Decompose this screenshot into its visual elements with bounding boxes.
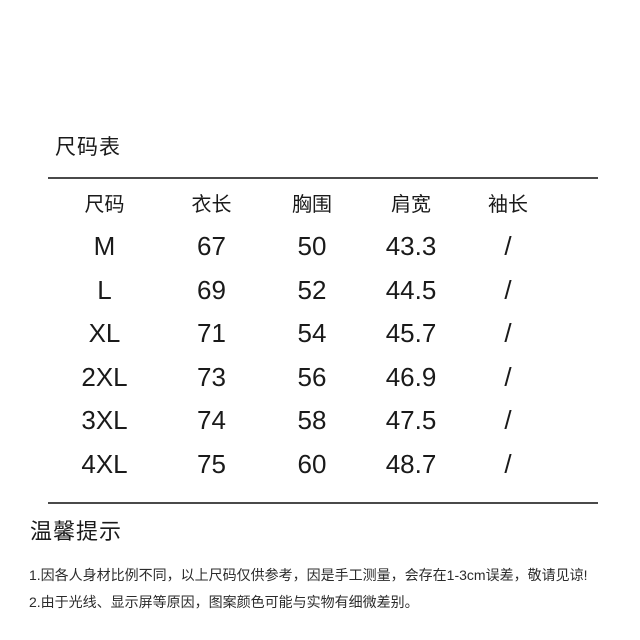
tips-title: 温馨提示 xyxy=(30,519,123,544)
chest-cell: 54 xyxy=(297,318,327,349)
header-cell-size: 尺码 xyxy=(84,193,125,216)
length-cell: 73 xyxy=(197,361,226,392)
chest-cell: 52 xyxy=(297,274,327,305)
header-cell-sleeve: 袖长 xyxy=(488,193,528,216)
header-cell-shoulder: 肩宽 xyxy=(391,193,431,216)
length-cell: 74 xyxy=(197,405,226,436)
table-row: XL 71 54 45.7 / xyxy=(48,312,598,356)
note-line: 1.因各人身材比例不同，以上尺码仅供参考，因是手工测量，会存在1-3cm误差，敬… xyxy=(29,567,588,583)
header-cell-length: 衣长 xyxy=(191,193,232,216)
shoulder-cell: 44.5 xyxy=(385,274,437,305)
table-row: 4XL 75 60 48.7 / xyxy=(48,443,598,487)
table-row: L 69 52 44.5 / xyxy=(48,269,598,313)
sleeve-cell: / xyxy=(504,405,512,436)
size-cell: L xyxy=(97,274,112,305)
length-cell: 75 xyxy=(197,448,226,479)
sleeve-cell: / xyxy=(504,274,512,305)
chest-cell: 56 xyxy=(297,361,327,392)
size-table: 尺码 衣长 胸围 肩宽 袖长 M 67 50 43.3 / L 69 52 44… xyxy=(48,177,598,504)
size-cell: XL xyxy=(88,318,121,349)
length-cell: 67 xyxy=(197,231,226,262)
table-row: 3XL 74 58 47.5 / xyxy=(48,399,598,443)
shoulder-cell: 46.9 xyxy=(385,361,437,392)
chest-cell: 60 xyxy=(297,448,327,479)
note-line: 2.由于光线、显示屏等原因，图案颜色可能与实物有细微差别。 xyxy=(29,594,419,610)
shoulder-cell: 43.3 xyxy=(385,231,437,262)
sleeve-cell: / xyxy=(504,448,512,479)
sleeve-cell: / xyxy=(504,361,512,392)
size-cell: M xyxy=(93,231,116,262)
page-title: 尺码表 xyxy=(55,136,121,159)
table-row: M 67 50 43.3 / xyxy=(48,225,598,269)
size-cell: 2XL xyxy=(81,361,128,392)
shoulder-cell: 48.7 xyxy=(385,448,437,479)
chest-cell: 50 xyxy=(297,231,327,262)
chest-cell: 58 xyxy=(297,405,327,436)
shoulder-cell: 45.7 xyxy=(385,318,437,349)
tips-notes: 1.因各人身材比例不同，以上尺码仅供参考，因是手工测量，会存在1-3cm误差，敬… xyxy=(29,562,629,616)
size-cell: 3XL xyxy=(81,405,128,436)
header-cell-chest: 胸围 xyxy=(292,193,332,216)
sleeve-cell: / xyxy=(504,231,512,262)
size-cell: 4XL xyxy=(81,448,128,479)
length-cell: 71 xyxy=(197,318,226,349)
table-header-row: 尺码 衣长 胸围 肩宽 袖长 xyxy=(48,179,598,225)
table-row: 2XL 73 56 46.9 / xyxy=(48,356,598,400)
sleeve-cell: / xyxy=(504,318,512,349)
length-cell: 69 xyxy=(197,274,226,305)
shoulder-cell: 47.5 xyxy=(385,405,437,436)
